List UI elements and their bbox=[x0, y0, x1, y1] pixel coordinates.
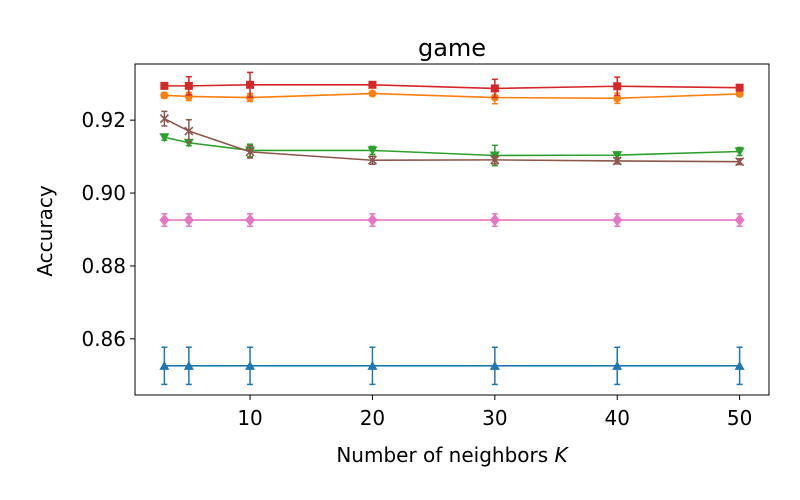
series-1 bbox=[159, 346, 745, 386]
series-6 bbox=[160, 71, 744, 99]
x-axis: 10 20 30 40 50 bbox=[237, 395, 752, 430]
data-point bbox=[246, 80, 255, 89]
data-point bbox=[490, 155, 500, 165]
x-tick-label: 10 bbox=[237, 406, 262, 430]
x-tick-label: 50 bbox=[727, 406, 752, 430]
data-point bbox=[368, 89, 377, 98]
data-point bbox=[159, 214, 170, 227]
y-tick-label: 0.88 bbox=[81, 254, 126, 278]
data-point bbox=[489, 214, 500, 227]
data-point bbox=[184, 126, 194, 136]
data-point bbox=[734, 214, 745, 227]
data-point bbox=[734, 360, 745, 370]
data-point bbox=[367, 146, 378, 156]
x-tick-label: 20 bbox=[360, 406, 385, 430]
y-tick-label: 0.86 bbox=[81, 327, 126, 351]
data-point bbox=[612, 214, 623, 227]
data-point bbox=[183, 138, 194, 148]
data-point bbox=[367, 360, 378, 370]
data-point bbox=[245, 214, 256, 227]
x-tick-label: 30 bbox=[482, 406, 507, 430]
series-2 bbox=[159, 213, 745, 227]
plot-frame bbox=[134, 63, 770, 396]
plot-area bbox=[134, 63, 770, 396]
data-point bbox=[160, 81, 169, 90]
data-point bbox=[245, 360, 256, 370]
series-4 bbox=[159, 110, 745, 167]
data-point bbox=[160, 91, 169, 100]
data-point bbox=[183, 360, 194, 370]
data-point bbox=[159, 360, 170, 370]
data-point bbox=[613, 94, 622, 103]
x-axis-label: Number of neighbors K bbox=[336, 443, 569, 467]
y-tick-label: 0.90 bbox=[81, 181, 126, 205]
chart-title: game bbox=[418, 34, 486, 62]
data-point bbox=[613, 82, 622, 91]
data-point bbox=[612, 156, 622, 166]
data-point bbox=[159, 133, 170, 143]
data-point bbox=[184, 81, 193, 90]
data-point bbox=[735, 83, 744, 92]
x-axis-label-text: Number of neighbors bbox=[336, 443, 554, 467]
data-point bbox=[367, 214, 378, 227]
data-point bbox=[489, 360, 500, 370]
data-point bbox=[490, 84, 499, 93]
data-point bbox=[367, 155, 378, 165]
data-point bbox=[159, 114, 169, 124]
series-layer bbox=[159, 71, 745, 386]
data-point bbox=[612, 360, 623, 370]
data-point bbox=[734, 147, 745, 157]
data-point bbox=[183, 214, 194, 227]
y-tick-label: 0.92 bbox=[81, 108, 126, 132]
x-tick-label: 40 bbox=[605, 406, 630, 430]
x-axis-label-variable: K bbox=[555, 443, 570, 467]
data-point bbox=[368, 80, 377, 89]
data-point bbox=[735, 89, 744, 98]
y-axis-label: Accuracy bbox=[33, 185, 57, 276]
data-point bbox=[612, 151, 623, 161]
data-point bbox=[245, 147, 255, 157]
y-axis: 0.86 0.88 0.90 0.92 bbox=[81, 108, 135, 351]
data-point bbox=[735, 157, 745, 167]
